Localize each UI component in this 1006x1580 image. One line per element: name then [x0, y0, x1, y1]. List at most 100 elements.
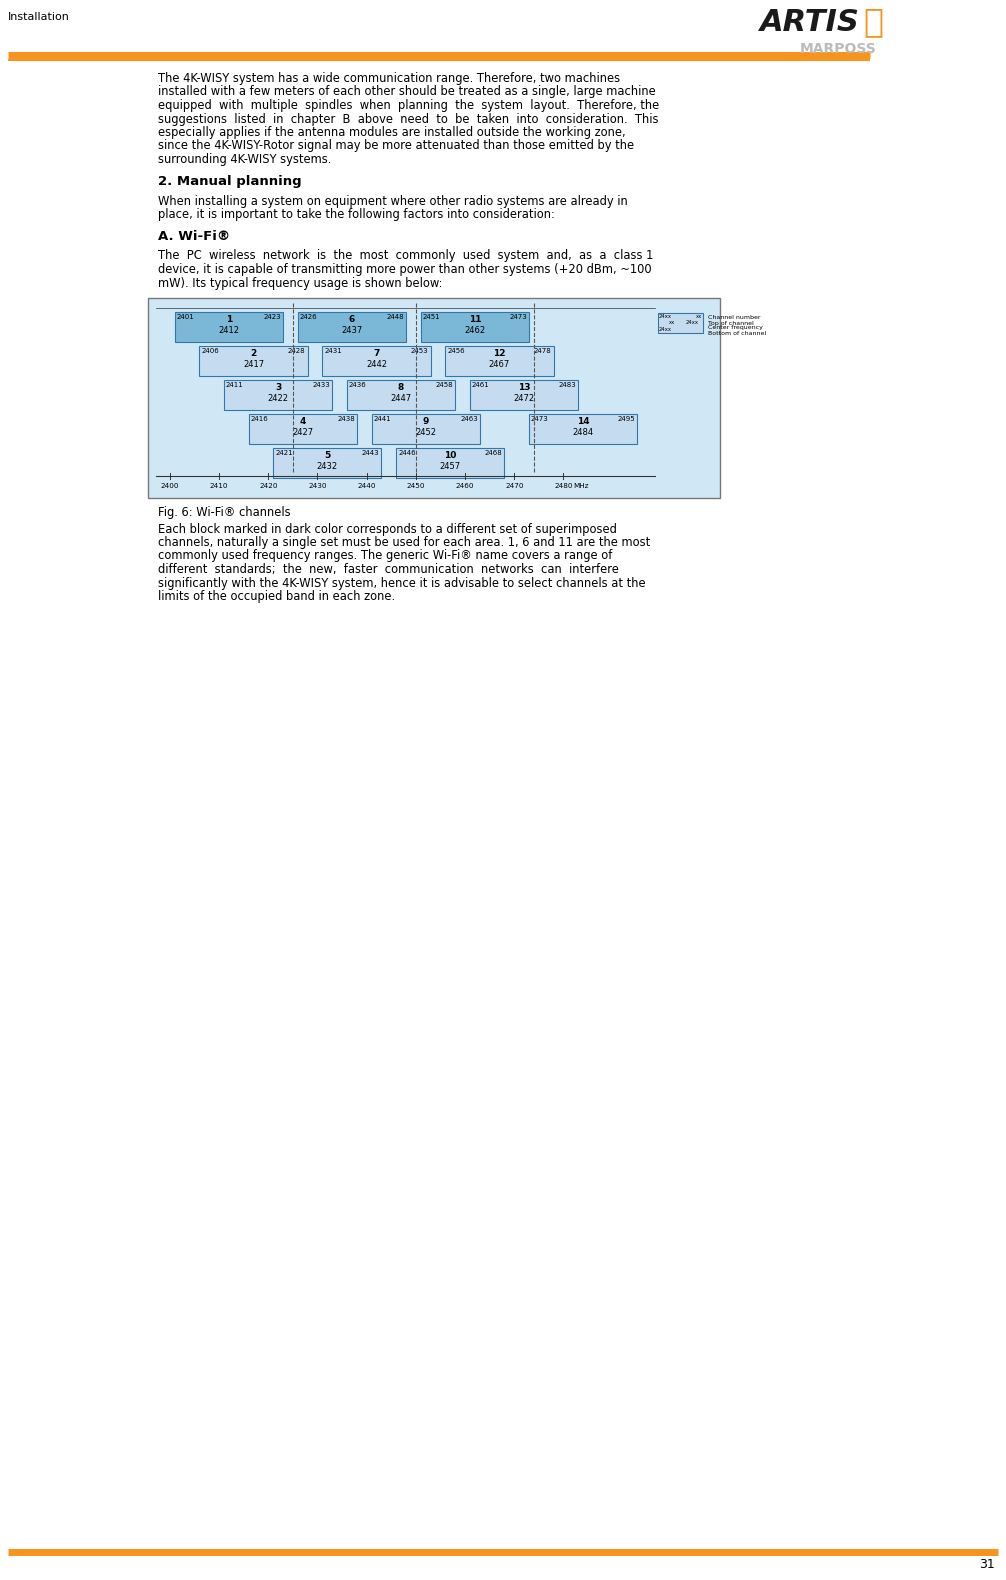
Text: Installation: Installation: [8, 13, 69, 22]
Text: surrounding 4K-WISY systems.: surrounding 4K-WISY systems.: [158, 153, 331, 166]
Text: MHz: MHz: [573, 483, 589, 488]
Text: MARPOSS: MARPOSS: [800, 43, 877, 55]
Text: 2457: 2457: [440, 461, 461, 471]
Text: Each block marked in dark color corresponds to a different set of superimposed: Each block marked in dark color correspo…: [158, 523, 617, 536]
Text: 11: 11: [469, 314, 481, 324]
Text: When installing a system on equipment where other radio systems are already in: When installing a system on equipment wh…: [158, 194, 628, 207]
Text: 2447: 2447: [390, 393, 411, 403]
Bar: [396, 449, 504, 479]
Bar: [421, 311, 529, 341]
Bar: [148, 299, 720, 498]
Text: 2433: 2433: [313, 382, 330, 389]
Text: Center frequency
Bottom of channel: Center frequency Bottom of channel: [708, 325, 767, 337]
Text: 2416: 2416: [250, 416, 269, 422]
Text: 5: 5: [324, 450, 330, 460]
Text: 14: 14: [576, 417, 590, 427]
Text: 1: 1: [225, 314, 232, 324]
Text: 2423: 2423: [264, 314, 281, 321]
Bar: [470, 381, 578, 409]
Text: Channel number
Top of channel: Channel number Top of channel: [708, 314, 761, 325]
Text: 2437: 2437: [341, 325, 362, 335]
Text: 2461: 2461: [472, 382, 490, 389]
Text: 2446: 2446: [398, 450, 415, 457]
Text: device, it is capable of transmitting more power than other systems (+20 dBm, ~1: device, it is capable of transmitting mo…: [158, 262, 652, 276]
Text: 2: 2: [250, 349, 257, 359]
Text: different  standards;  the  new,  faster  communication  networks  can  interfer: different standards; the new, faster com…: [158, 562, 619, 577]
Text: 2432: 2432: [317, 461, 338, 471]
Text: 2420: 2420: [259, 483, 278, 488]
Text: channels, naturally a single set must be used for each area. 1, 6 and 11 are the: channels, naturally a single set must be…: [158, 536, 650, 548]
Text: xx: xx: [696, 314, 702, 319]
Text: 2400: 2400: [161, 483, 179, 488]
Text: 2401: 2401: [177, 314, 194, 321]
Text: equipped  with  multiple  spindles  when  planning  the  system  layout.  Theref: equipped with multiple spindles when pla…: [158, 100, 659, 112]
Text: 8: 8: [398, 382, 404, 392]
Text: 2470: 2470: [505, 483, 523, 488]
Text: 2440: 2440: [357, 483, 376, 488]
Text: especially applies if the antenna modules are installed outside the working zone: especially applies if the antenna module…: [158, 126, 626, 139]
Text: 2478: 2478: [534, 348, 551, 354]
Text: 2410: 2410: [210, 483, 228, 488]
Text: 2426: 2426: [300, 314, 317, 321]
Text: 2436: 2436: [349, 382, 367, 389]
Text: installed with a few meters of each other should be treated as a single, large m: installed with a few meters of each othe…: [158, 85, 656, 98]
Bar: [274, 449, 381, 479]
Bar: [298, 311, 406, 341]
Bar: [347, 381, 455, 409]
Text: limits of the occupied band in each zone.: limits of the occupied band in each zone…: [158, 589, 395, 604]
Text: 2451: 2451: [423, 314, 441, 321]
Text: 2411: 2411: [226, 382, 243, 389]
Text: significantly with the 4K-WISY system, hence it is advisable to select channels : significantly with the 4K-WISY system, h…: [158, 577, 646, 589]
Text: 2452: 2452: [415, 428, 437, 438]
Text: 24xx: 24xx: [685, 321, 698, 325]
Text: 2483: 2483: [558, 382, 576, 389]
Text: since the 4K-WISY-Rotor signal may be more attenuated than those emitted by the: since the 4K-WISY-Rotor signal may be mo…: [158, 139, 634, 153]
Text: 2421: 2421: [276, 450, 293, 457]
Text: Fig. 6: Wi-Fi® channels: Fig. 6: Wi-Fi® channels: [158, 506, 291, 518]
Bar: [529, 414, 637, 444]
Text: 2468: 2468: [485, 450, 502, 457]
Text: mW). Its typical frequency usage is shown below:: mW). Its typical frequency usage is show…: [158, 276, 443, 289]
Text: suggestions  listed  in  chapter  B  above  need  to  be  taken  into  considera: suggestions listed in chapter B above ne…: [158, 112, 659, 125]
Text: The  PC  wireless  network  is  the  most  commonly  used  system  and,  as  a  : The PC wireless network is the most comm…: [158, 250, 653, 262]
Bar: [371, 414, 480, 444]
Bar: [175, 311, 283, 341]
Bar: [199, 346, 308, 376]
Text: 10: 10: [444, 450, 457, 460]
Text: xx: xx: [669, 321, 675, 325]
Text: 2448: 2448: [386, 314, 404, 321]
Text: 2458: 2458: [436, 382, 453, 389]
Text: 2467: 2467: [489, 360, 510, 370]
Text: 2450: 2450: [406, 483, 426, 488]
Text: 2472: 2472: [513, 393, 534, 403]
Text: The 4K-WISY system has a wide communication range. Therefore, two machines: The 4K-WISY system has a wide communicat…: [158, 73, 620, 85]
Text: 9: 9: [423, 417, 429, 427]
Text: 12: 12: [493, 349, 506, 359]
Text: 24xx: 24xx: [659, 327, 672, 332]
Bar: [322, 346, 431, 376]
Text: 2480: 2480: [554, 483, 572, 488]
Text: 2422: 2422: [268, 393, 289, 403]
Bar: [224, 381, 332, 409]
Text: 2460: 2460: [456, 483, 474, 488]
Text: 2442: 2442: [366, 360, 387, 370]
Text: 2473: 2473: [531, 416, 548, 422]
Text: 2412: 2412: [218, 325, 239, 335]
Text: 2473: 2473: [509, 314, 527, 321]
Text: 6: 6: [349, 314, 355, 324]
Text: place, it is important to take the following factors into consideration:: place, it is important to take the follo…: [158, 209, 555, 221]
Text: 2406: 2406: [201, 348, 219, 354]
Text: A. Wi-Fi®: A. Wi-Fi®: [158, 229, 230, 242]
Text: 2453: 2453: [411, 348, 429, 354]
Text: 4: 4: [300, 417, 306, 427]
Text: 2484: 2484: [572, 428, 594, 438]
Text: 2462: 2462: [465, 325, 486, 335]
Text: 2428: 2428: [288, 348, 306, 354]
Text: 2441: 2441: [373, 416, 391, 422]
Text: 2443: 2443: [362, 450, 379, 457]
Bar: [658, 313, 703, 333]
Text: 2427: 2427: [292, 428, 313, 438]
Bar: [248, 414, 357, 444]
Text: 2431: 2431: [324, 348, 342, 354]
Text: ⟋: ⟋: [863, 5, 883, 38]
